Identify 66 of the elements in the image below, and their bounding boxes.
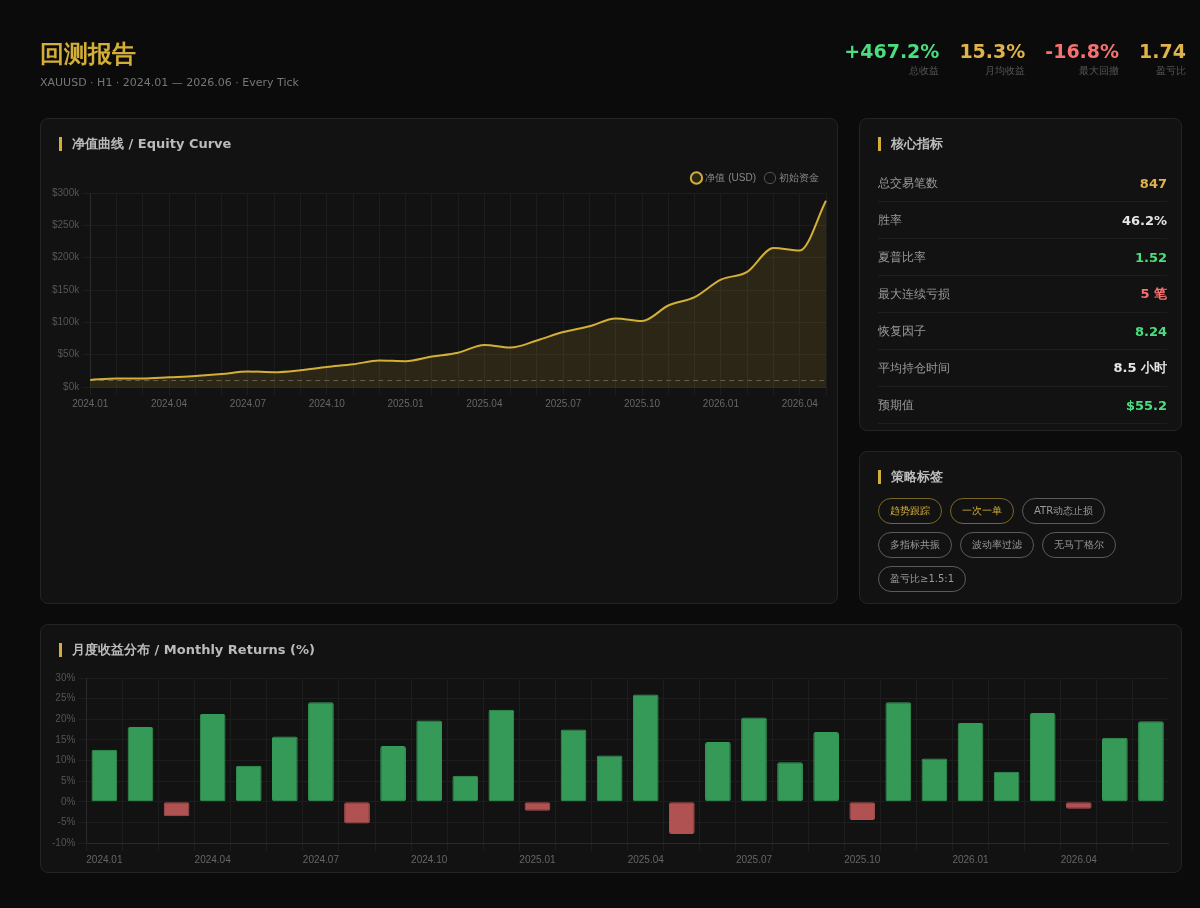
y-tick-label: 20% (55, 713, 76, 724)
text: 胜率 (878, 211, 902, 229)
x-tick-label: 2025.01 (519, 853, 556, 865)
x-tick-label: 2025.07 (735, 853, 773, 865)
x-tick-label: 2025.10 (844, 853, 881, 865)
text: 总收益 (908, 64, 940, 78)
x-tick-label: 2024.07 (229, 397, 267, 409)
x-tick-label: 2024.07 (302, 853, 340, 865)
text: 月均收益 (984, 64, 1026, 78)
text: XAUUSD · H1 · 2024.01 — 2026.06 · Every Tick (40, 76, 299, 89)
legend-label: 初始资金 (779, 171, 819, 183)
x-tick-label: 2025.04 (627, 853, 665, 865)
text: 1.52 (1134, 249, 1167, 265)
text: 回测报告 (40, 39, 136, 70)
text: 核心指标 (878, 136, 943, 151)
text: 恢复因子 (878, 322, 926, 340)
legend-label: 净值 (USD) (705, 171, 757, 183)
text: 最大回撤 (1078, 64, 1120, 78)
y-tick-label: $150k (52, 283, 81, 295)
text: 46.2% (1121, 212, 1167, 228)
chart-title: 净值曲线 / Equity Curve (59, 136, 232, 151)
x-tick-label: 2024.01 (86, 853, 123, 865)
y-tick-label: 30% (55, 671, 76, 683)
text: 预期值 (878, 396, 914, 414)
x-tick-label: 2026.01 (702, 397, 740, 409)
x-tick-label: 2025.10 (623, 397, 661, 409)
y-tick-label: $250k (52, 219, 81, 231)
text: -16.8% (1045, 40, 1120, 62)
text: 总交易笔数 (878, 174, 938, 192)
text: 8.5 小时 (1113, 359, 1167, 377)
y-tick-label: $50k (57, 348, 81, 360)
text: 平均持仓时间 (878, 359, 950, 377)
y-tick-label: 5% (60, 774, 76, 786)
y-tick-label: 25% (55, 692, 76, 704)
y-tick-label: $200k (52, 251, 81, 263)
x-tick-label: 2026.01 (952, 853, 990, 865)
x-tick-label: 2026.04 (781, 397, 819, 409)
y-tick-label: -5% (57, 816, 76, 828)
y-tick-label: 10% (55, 754, 76, 766)
text: 最大连续亏损 (878, 285, 950, 303)
chart-title: 月度收益分布 / Monthly Returns (%) (59, 642, 315, 657)
x-tick-label: 2024.10 (411, 853, 448, 865)
y-tick-label: $300k (52, 186, 81, 198)
text: 盈亏比 (1155, 64, 1186, 78)
text: +467.2% (844, 40, 940, 62)
y-tick-label: 0% (60, 795, 76, 807)
x-tick-label: 2025.04 (466, 397, 503, 409)
x-tick-label: 2024.10 (308, 397, 346, 409)
text: 15.3% (959, 40, 1026, 62)
y-tick-label: -10% (51, 836, 76, 848)
text: 8.24 (1134, 323, 1167, 339)
y-tick-label: 15% (55, 733, 76, 745)
text: 5 笔 (1140, 285, 1167, 303)
x-tick-label: 2026.04 (1060, 853, 1098, 865)
y-tick-label: $100k (52, 316, 81, 328)
x-tick-label: 2024.04 (194, 853, 232, 865)
text: 847 (1139, 175, 1167, 191)
text: 1.74 (1139, 40, 1186, 62)
x-tick-label: 2025.01 (387, 397, 425, 409)
x-tick-label: 2024.01 (72, 397, 109, 409)
x-tick-label: 2025.07 (545, 397, 582, 409)
text: $55.2 (1125, 397, 1167, 413)
y-tick-label: $0k (63, 380, 81, 392)
text: 策略标签 (878, 469, 943, 484)
x-tick-label: 2024.04 (151, 397, 188, 409)
text: 夏普比率 (878, 248, 926, 266)
